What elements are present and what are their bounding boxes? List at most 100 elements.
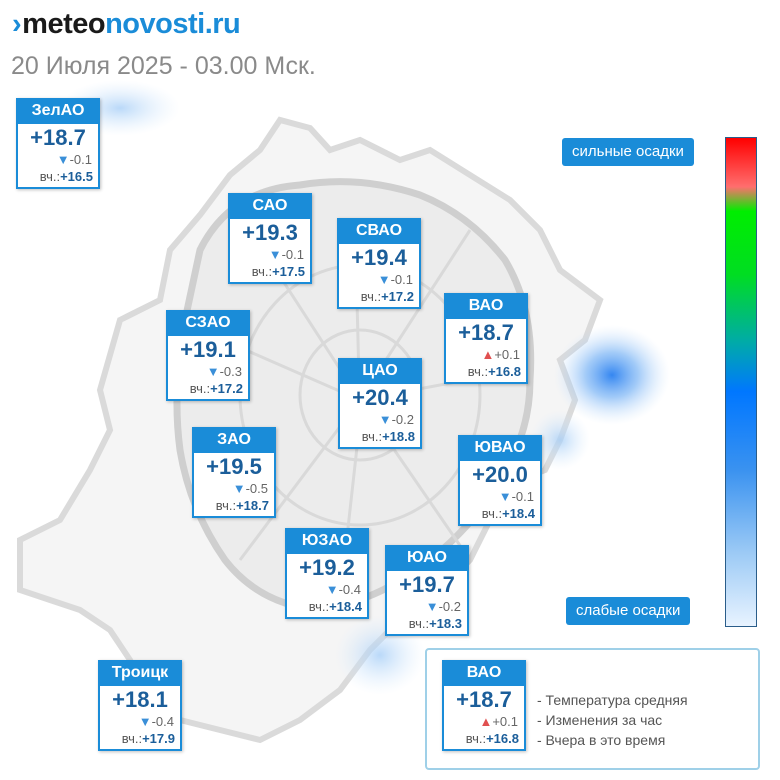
district-card[interactable]: ВАО +18.7 ▲+0.1 вч.:+16.8 xyxy=(444,293,528,384)
hourly-change: ▼-0.1 xyxy=(18,152,98,168)
yesterday-label: вч.: xyxy=(360,289,382,304)
district-card[interactable]: Троицк +18.1 ▼-0.4 вч.:+17.9 xyxy=(98,660,182,751)
trend-down-icon: ▼ xyxy=(56,152,70,167)
yesterday-label: вч.: xyxy=(467,364,489,379)
hourly-change: ▼-0.2 xyxy=(387,599,467,615)
yesterday-value: +18.3 xyxy=(429,616,462,631)
yesterday-value: +18.4 xyxy=(329,599,362,614)
district-name: ЮВАО xyxy=(458,435,542,461)
yesterday-value: +17.9 xyxy=(142,731,175,746)
logo-part2: novosti.ru xyxy=(105,8,241,40)
change-value: +0.1 xyxy=(492,714,518,729)
yesterday-label: вч.: xyxy=(189,381,211,396)
yesterday-label: вч.: xyxy=(39,169,61,184)
change-value: -0.1 xyxy=(511,489,534,504)
temperature: +18.7 xyxy=(456,687,512,712)
district-name: ЦАО xyxy=(338,358,422,384)
change-value: -0.5 xyxy=(245,481,268,496)
hourly-change: ▼-0.4 xyxy=(287,582,367,598)
trend-down-icon: ▼ xyxy=(206,364,220,379)
yesterday: вч.:+18.8 xyxy=(340,428,420,447)
district-name: ЗАО xyxy=(192,427,276,453)
yesterday: вч.:+16.8 xyxy=(446,363,526,382)
trend-down-icon: ▼ xyxy=(138,714,152,729)
temperature: +19.2 xyxy=(299,555,355,580)
yesterday-value: +16.8 xyxy=(486,731,519,746)
district-card[interactable]: ЗАО +19.5 ▼-0.5 вч.:+18.7 xyxy=(192,427,276,518)
district-name: СЗАО xyxy=(166,310,250,336)
hourly-change: ▼-0.2 xyxy=(340,412,420,428)
hourly-change: ▲+0.1 xyxy=(446,347,526,363)
hourly-change: ▼-0.1 xyxy=(339,272,419,288)
district-card[interactable]: ЮВАО +20.0 ▼-0.1 вч.:+18.4 xyxy=(458,435,542,526)
yesterday-value: +18.7 xyxy=(236,498,269,513)
district-name: САО xyxy=(228,193,312,219)
precip-scale-bar xyxy=(725,137,757,627)
temperature: +18.7 xyxy=(30,125,86,150)
change-value: +0.1 xyxy=(494,347,520,362)
yesterday-value: +17.2 xyxy=(210,381,243,396)
district-card[interactable]: СЗАО +19.1 ▼-0.3 вч.:+17.2 xyxy=(166,310,250,401)
district-card[interactable]: СВАО +19.4 ▼-0.1 вч.:+17.2 xyxy=(337,218,421,309)
trend-down-icon: ▼ xyxy=(498,489,512,504)
change-value: -0.1 xyxy=(69,152,92,167)
yesterday: вч.:+17.2 xyxy=(339,288,419,307)
change-value: -0.4 xyxy=(338,582,361,597)
trend-down-icon: ▼ xyxy=(377,272,391,287)
legend-sample-card: ВАО +18.7 ▲+0.1 вч.:+16.8 xyxy=(442,660,526,751)
site-logo[interactable]: ›meteonovosti.ru xyxy=(12,8,241,41)
legend-lines: - Температура средняя - Изменения за час… xyxy=(537,690,688,750)
hourly-change: ▼-0.1 xyxy=(460,489,540,505)
change-value: -0.2 xyxy=(391,412,414,427)
temperature: +19.4 xyxy=(351,245,407,270)
legend-line-temp: - Температура средняя xyxy=(537,692,688,708)
hourly-change: ▲+0.1 xyxy=(444,714,524,730)
trend-down-icon: ▼ xyxy=(325,582,339,597)
trend-up-icon: ▲ xyxy=(479,714,493,729)
yesterday: вч.:+18.4 xyxy=(287,598,367,617)
yesterday-value: +16.8 xyxy=(488,364,521,379)
yesterday: вч.:+17.9 xyxy=(100,730,180,749)
district-card[interactable]: ЗелАО +18.7 ▼-0.1 вч.:+16.5 xyxy=(16,98,100,189)
trend-down-icon: ▼ xyxy=(232,481,246,496)
precip-strong-label: сильные осадки xyxy=(562,138,694,166)
trend-down-icon: ▼ xyxy=(425,599,439,614)
hourly-change: ▼-0.4 xyxy=(100,714,180,730)
district-card[interactable]: ЮАО +19.7 ▼-0.2 вч.:+18.3 xyxy=(385,545,469,636)
change-value: -0.2 xyxy=(438,599,461,614)
temperature: +19.3 xyxy=(242,220,298,245)
temperature: +20.0 xyxy=(472,462,528,487)
yesterday-label: вч.: xyxy=(121,731,143,746)
hourly-change: ▼-0.3 xyxy=(168,364,248,380)
temperature: +19.5 xyxy=(206,454,262,479)
district-name: ЮАО xyxy=(385,545,469,571)
yesterday: вч.:+18.4 xyxy=(460,505,540,524)
logo-part1: meteo xyxy=(22,8,106,40)
hourly-change: ▼-0.5 xyxy=(194,481,274,497)
yesterday: вч.:+16.5 xyxy=(18,168,98,187)
yesterday-value: +18.4 xyxy=(502,506,535,521)
yesterday-label: вч.: xyxy=(481,506,503,521)
district-card[interactable]: ЮЗАО +19.2 ▼-0.4 вч.:+18.4 xyxy=(285,528,369,619)
precip-blob xyxy=(530,410,590,470)
yesterday: вч.:+16.8 xyxy=(444,730,524,749)
yesterday-label: вч.: xyxy=(361,429,383,444)
yesterday-label: вч.: xyxy=(465,731,487,746)
temperature: +18.7 xyxy=(458,320,514,345)
precip-blob xyxy=(554,325,670,425)
temperature: +18.1 xyxy=(112,687,168,712)
yesterday-value: +18.8 xyxy=(382,429,415,444)
temperature: +19.1 xyxy=(180,337,236,362)
district-name: ЗелАО xyxy=(16,98,100,124)
change-value: -0.1 xyxy=(390,272,413,287)
yesterday: вч.:+18.7 xyxy=(194,497,274,516)
temperature: +19.7 xyxy=(399,572,455,597)
district-card[interactable]: ЦАО +20.4 ▼-0.2 вч.:+18.8 xyxy=(338,358,422,449)
page-subtitle: 20 Июля 2025 - 03.00 Мск. xyxy=(11,52,316,80)
legend-line-yesterday: - Вчера в это время xyxy=(537,732,666,748)
legend-line-change: - Изменения за час xyxy=(537,712,663,728)
change-value: -0.4 xyxy=(151,714,174,729)
district-name: ВАО xyxy=(442,660,526,686)
district-card[interactable]: САО +19.3 ▼-0.1 вч.:+17.5 xyxy=(228,193,312,284)
